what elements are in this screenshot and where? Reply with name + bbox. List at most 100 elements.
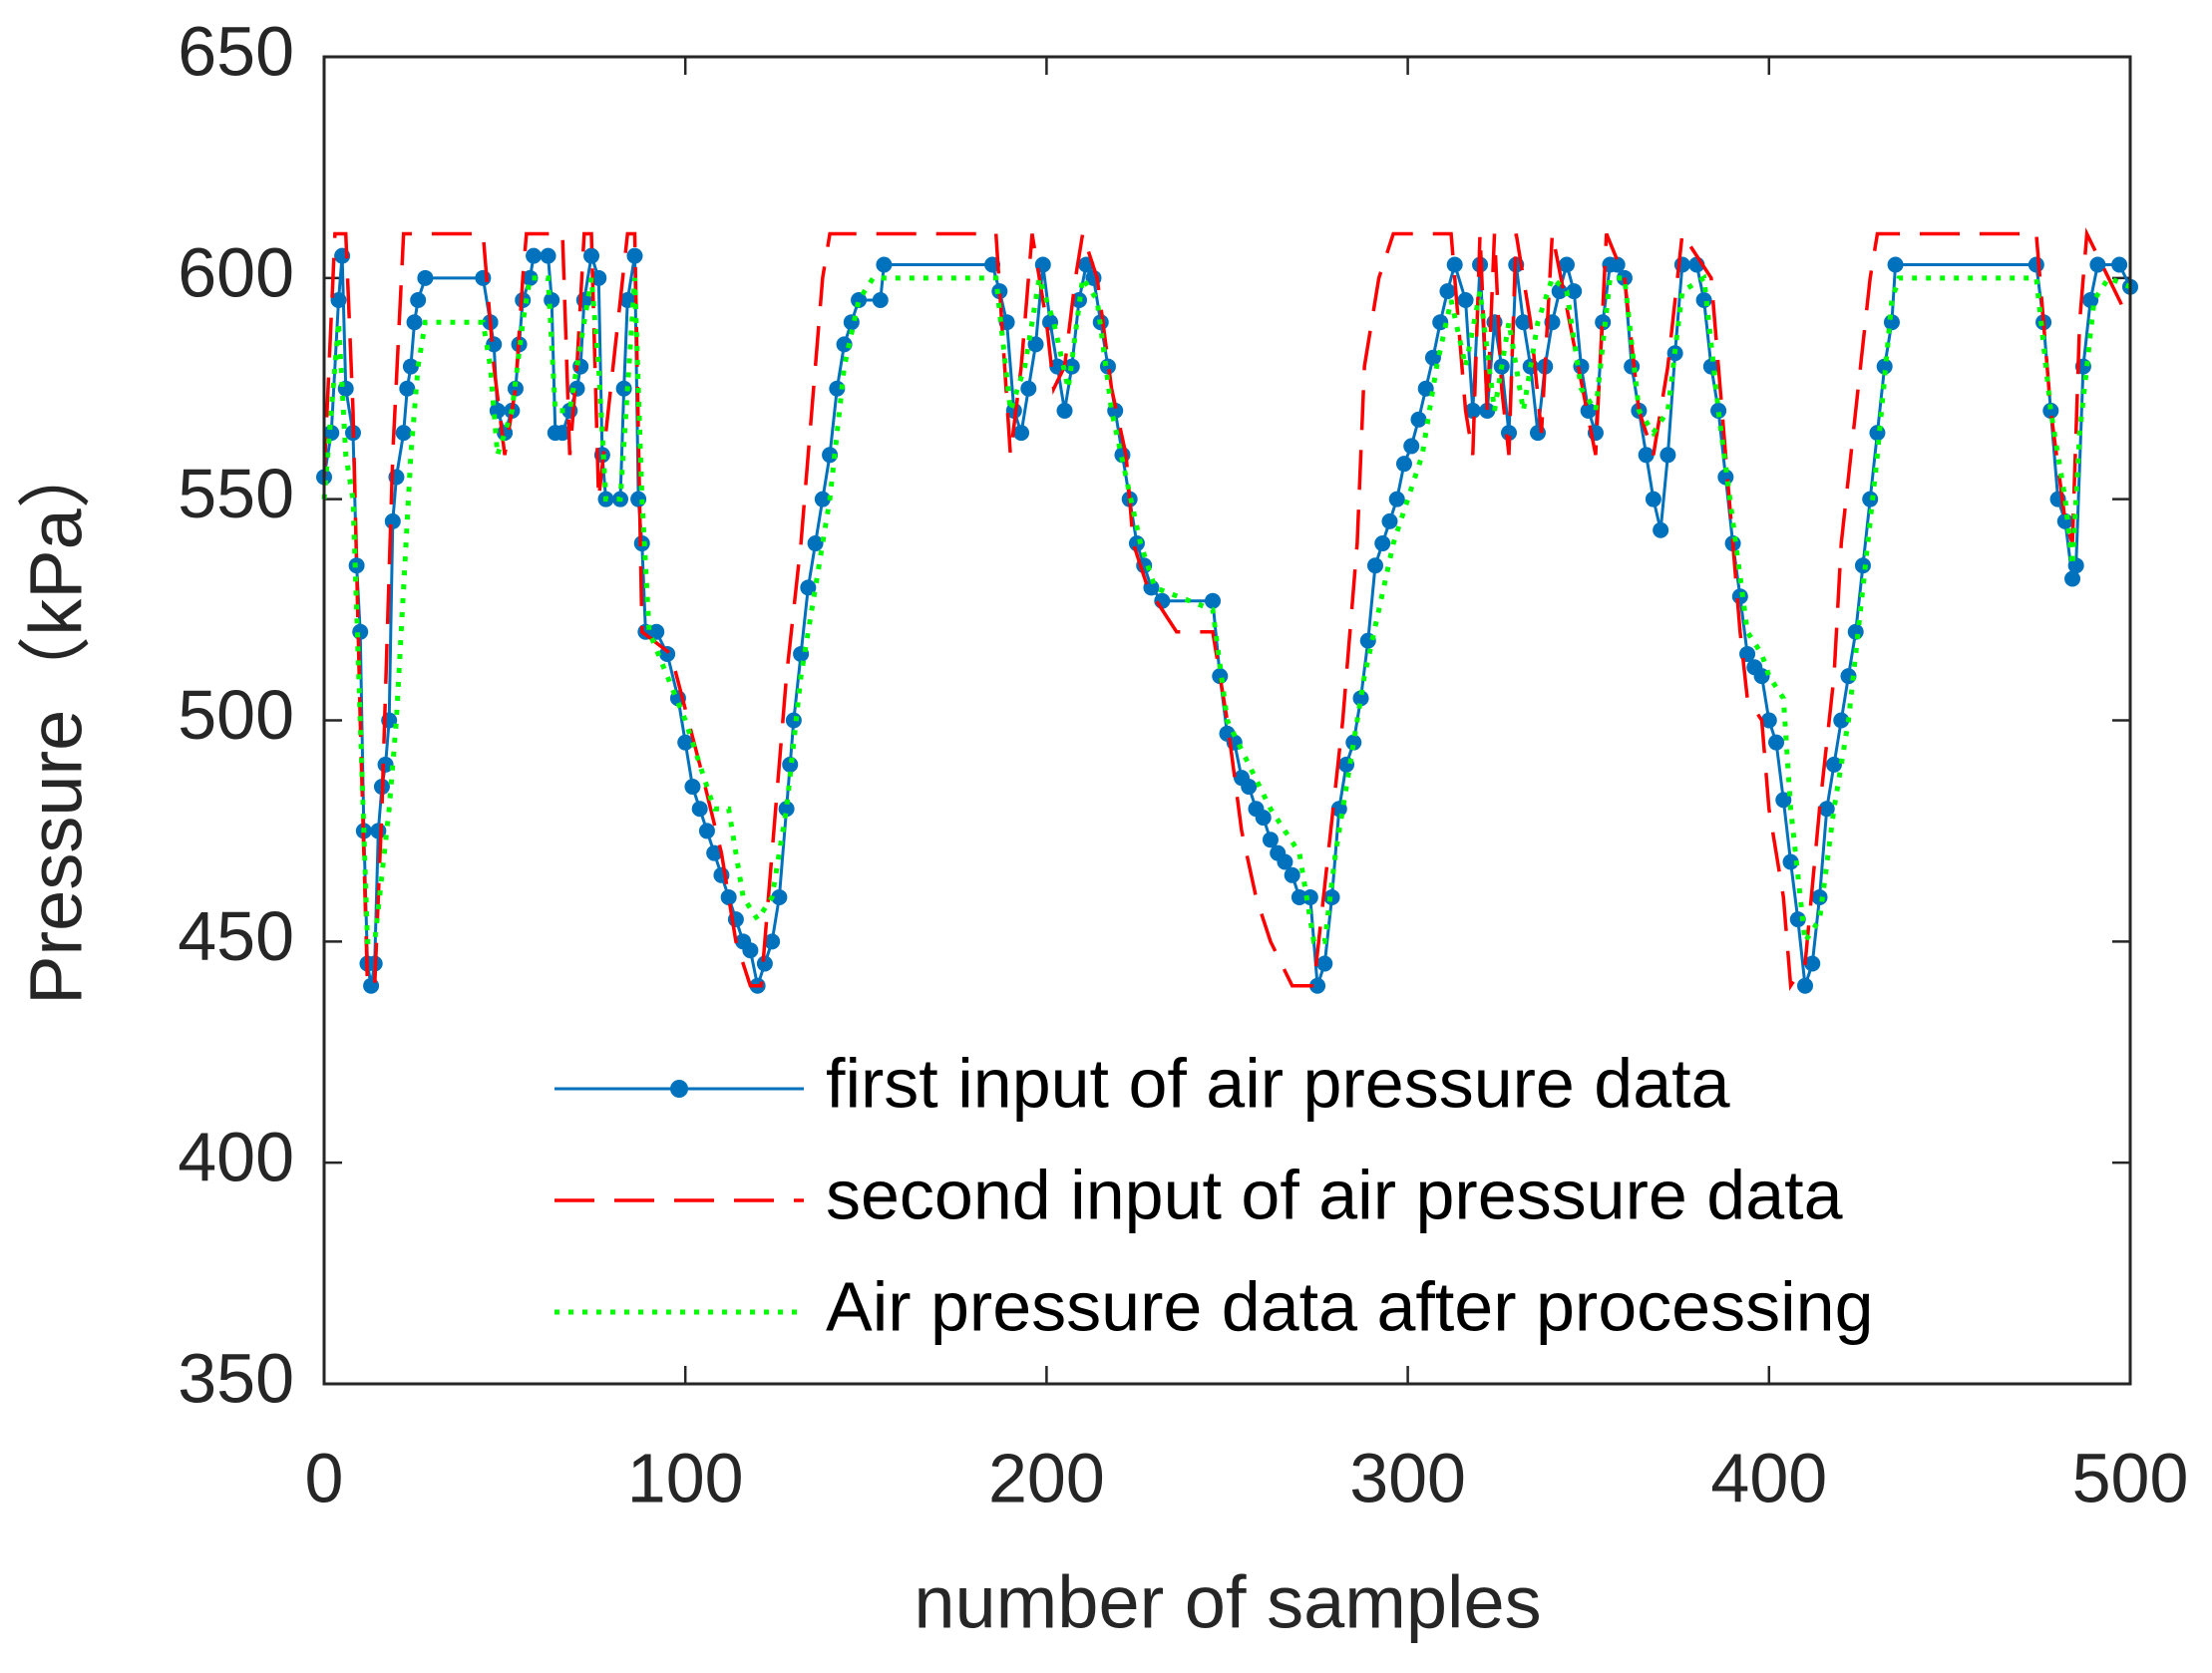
data-point xyxy=(1367,557,1384,574)
data-point xyxy=(1255,810,1272,827)
data-point xyxy=(1551,283,1568,300)
data-point xyxy=(764,933,781,950)
y-tick-label: 600 xyxy=(178,233,294,311)
y-tick-label: 450 xyxy=(178,897,294,975)
data-point xyxy=(1833,712,1850,729)
data-point xyxy=(583,247,600,264)
data-point xyxy=(1301,888,1318,905)
x-tick-label: 0 xyxy=(305,1439,344,1516)
data-point xyxy=(1558,256,1575,273)
data-point xyxy=(822,447,839,464)
series-line xyxy=(321,270,2131,949)
data-point xyxy=(851,292,868,309)
data-point xyxy=(1154,592,1171,609)
data-point xyxy=(410,292,427,309)
data-point xyxy=(2064,570,2081,587)
data-point xyxy=(1027,336,1044,353)
data-point xyxy=(1624,358,1641,375)
data-point xyxy=(630,491,647,507)
data-point xyxy=(1241,779,1258,796)
data-point xyxy=(1768,734,1785,751)
data-point xyxy=(1284,866,1300,883)
data-point xyxy=(572,358,589,375)
data-point xyxy=(1262,832,1279,848)
data-point xyxy=(1887,256,1904,273)
data-point xyxy=(507,380,524,397)
data-point xyxy=(706,844,723,861)
data-point xyxy=(402,358,419,375)
data-point xyxy=(872,292,889,309)
data-point xyxy=(1710,402,1727,419)
data-point xyxy=(1352,690,1369,707)
data-point xyxy=(1056,402,1073,419)
plot-frame xyxy=(322,55,2132,1386)
data-point xyxy=(1205,592,1222,609)
data-point xyxy=(1825,756,1842,773)
data-point xyxy=(1653,521,1669,538)
data-point xyxy=(1760,712,1777,729)
data-point xyxy=(399,380,416,397)
data-point xyxy=(1717,469,1734,486)
data-point xyxy=(1446,256,1463,273)
x-tick-label: 100 xyxy=(627,1439,744,1516)
data-point xyxy=(417,269,434,286)
data-point xyxy=(384,512,401,529)
legend-marker xyxy=(670,1080,688,1098)
data-point xyxy=(1374,535,1391,552)
data-point xyxy=(330,292,347,309)
data-point xyxy=(626,247,643,264)
data-point xyxy=(1609,256,1626,273)
data-point xyxy=(1479,402,1496,419)
data-point xyxy=(2042,402,2059,419)
y-tick-label: 400 xyxy=(178,1119,294,1196)
x-tick-label: 200 xyxy=(988,1439,1105,1516)
y-tick-label: 500 xyxy=(178,676,294,754)
data-point xyxy=(742,942,759,959)
data-point xyxy=(2067,557,2084,574)
data-point xyxy=(522,269,539,286)
data-point xyxy=(1659,447,1676,464)
data-point xyxy=(406,314,423,331)
data-point xyxy=(1645,491,1661,507)
data-point xyxy=(1277,853,1293,870)
data-point xyxy=(836,336,853,353)
y-axis-label: Pressure（kPa） xyxy=(15,435,98,1005)
data-point xyxy=(1395,456,1412,473)
data-point xyxy=(475,269,492,286)
data-point xyxy=(1410,411,1427,428)
data-point xyxy=(1876,358,1893,375)
data-point xyxy=(323,425,340,442)
data-point xyxy=(800,579,817,596)
data-point xyxy=(1501,425,1518,442)
data-point xyxy=(526,247,543,264)
legend-label: first input of air pressure data xyxy=(826,1044,1730,1122)
data-point xyxy=(1638,447,1655,464)
data-point xyxy=(1013,425,1030,442)
legend-label: Air pressure data after processing xyxy=(826,1267,1874,1345)
data-point xyxy=(1309,977,1326,994)
data-point xyxy=(1359,632,1376,649)
data-point xyxy=(684,779,701,796)
data-point xyxy=(771,888,788,905)
data-point xyxy=(2028,256,2044,273)
data-point xyxy=(1020,380,1037,397)
data-point xyxy=(1580,402,1597,419)
data-point xyxy=(1464,402,1481,419)
data-point xyxy=(1439,283,1456,300)
data-point xyxy=(698,823,715,839)
data-point xyxy=(615,380,632,397)
data-point xyxy=(876,256,893,273)
data-point xyxy=(1811,888,1828,905)
data-point xyxy=(807,535,824,552)
data-point xyxy=(814,491,831,507)
data-point xyxy=(1695,292,1712,309)
data-point xyxy=(1381,512,1398,529)
data-point xyxy=(648,623,665,640)
data-point xyxy=(1566,283,1583,300)
data-point xyxy=(486,336,503,353)
data-point xyxy=(352,623,369,640)
data-point xyxy=(1797,977,1814,994)
x-tick-label: 300 xyxy=(1349,1439,1466,1516)
